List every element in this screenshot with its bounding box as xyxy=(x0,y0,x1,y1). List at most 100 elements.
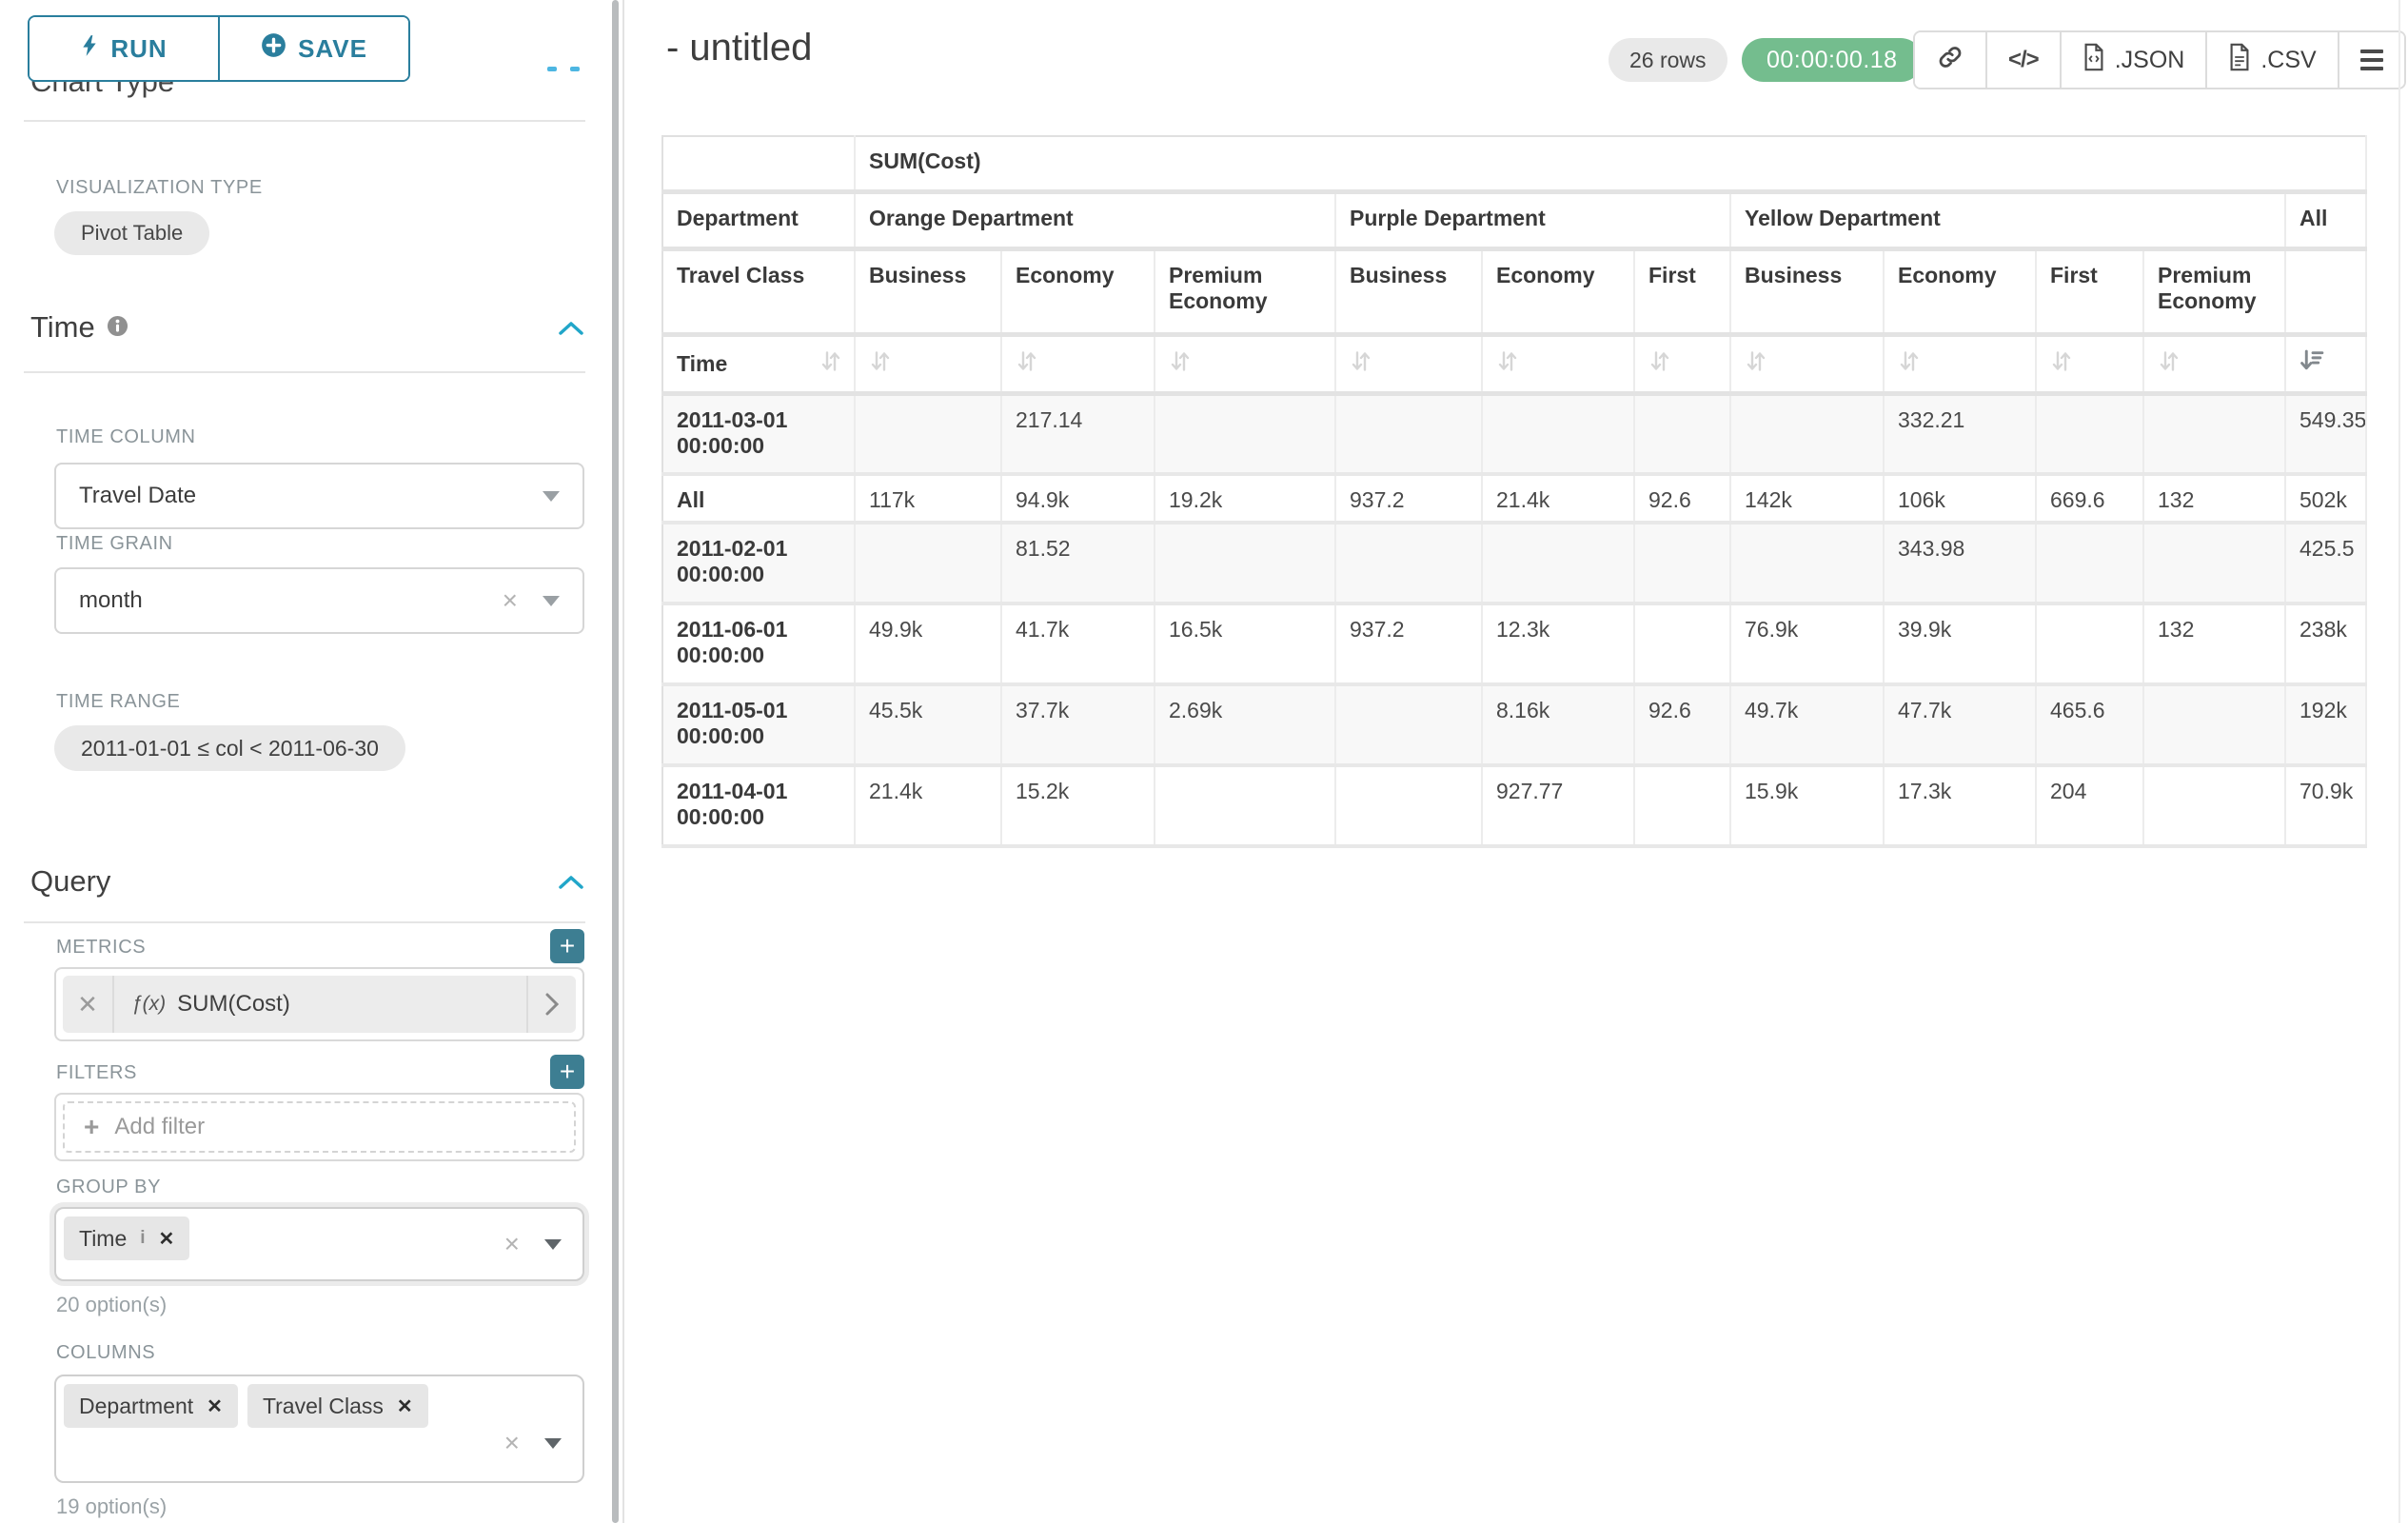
class-header-cell: Business xyxy=(1335,248,1483,337)
value-cell: 238k xyxy=(2285,603,2368,686)
sort-icon[interactable] xyxy=(819,348,842,380)
sort-cell[interactable] xyxy=(1335,334,1483,396)
export-json-button[interactable]: .JSON xyxy=(2059,32,2206,88)
remove-chip-icon[interactable]: ✕ xyxy=(207,1395,223,1417)
chevron-down-icon[interactable] xyxy=(543,595,560,606)
sort-desc-icon[interactable] xyxy=(2299,349,2325,379)
add-filter-plus-button[interactable]: + xyxy=(550,1055,584,1089)
add-metric-button[interactable]: + xyxy=(550,929,584,963)
view-query-button[interactable]: </> xyxy=(1985,32,2060,88)
sort-icon[interactable] xyxy=(2158,350,2181,379)
sort-icon[interactable] xyxy=(1745,350,1767,379)
chevron-down-icon[interactable] xyxy=(544,1437,562,1449)
value-cell xyxy=(1482,523,1635,605)
add-filter-button[interactable]: + Add filter xyxy=(63,1101,576,1153)
row-label-cell: 2011-06-01 00:00:00 xyxy=(662,603,856,686)
menu-button[interactable] xyxy=(2337,32,2404,88)
chevron-right-icon[interactable] xyxy=(526,976,576,1033)
sort-cell[interactable] xyxy=(1730,334,1885,396)
sort-cell[interactable] xyxy=(2036,334,2144,396)
time-grain-select[interactable]: month × xyxy=(54,567,584,634)
sort-cell[interactable] xyxy=(1884,334,2037,396)
sort-cell[interactable] xyxy=(1634,334,1731,396)
value-cell: 94.9k xyxy=(1001,474,1155,524)
chart-title[interactable]: - untitled xyxy=(666,27,813,69)
group-by-chip[interactable]: Time i ✕ xyxy=(64,1216,190,1260)
value-cell xyxy=(1730,393,1885,476)
value-cell xyxy=(1335,684,1483,767)
group-by-select[interactable]: Time i ✕ × xyxy=(54,1207,584,1281)
sort-icon[interactable] xyxy=(2050,350,2073,379)
panel-scrollbar[interactable] xyxy=(612,0,619,1523)
columns-chip[interactable]: Department ✕ xyxy=(64,1384,238,1428)
time-range-pill[interactable]: 2011-01-01 ≤ col < 2011-06-30 xyxy=(54,725,405,771)
value-cell xyxy=(1634,765,1731,848)
remove-metric-icon[interactable]: ✕ xyxy=(63,976,114,1033)
time-column-select[interactable]: Travel Date xyxy=(54,463,584,529)
value-cell: 15.9k xyxy=(1730,765,1885,848)
remove-chip-icon[interactable]: ✕ xyxy=(396,1395,413,1417)
sort-icon[interactable] xyxy=(1648,350,1671,379)
table-row: 2011-06-01 00:00:00 49.9k 41.7k 16.5k 937.2 1… xyxy=(662,603,2368,686)
value-cell: 549.35 xyxy=(2285,393,2368,476)
file-json-icon xyxy=(2082,43,2105,78)
clear-icon[interactable]: × xyxy=(502,585,518,615)
clear-icon[interactable]: × xyxy=(503,1229,520,1258)
value-cell: 465.6 xyxy=(2036,684,2144,767)
columns-select[interactable]: Department ✕ Travel Class ✕ × xyxy=(54,1375,584,1483)
main-scrollbar[interactable] xyxy=(2398,0,2400,1523)
sort-icon[interactable] xyxy=(1169,350,1192,379)
chevron-down-icon[interactable] xyxy=(543,490,560,502)
remove-chip-icon[interactable]: ✕ xyxy=(158,1228,175,1250)
sort-cell[interactable] xyxy=(2143,334,2286,396)
query-section-header[interactable]: Query xyxy=(30,864,110,899)
sort-icon[interactable] xyxy=(1350,350,1372,379)
sort-cell-active-desc[interactable] xyxy=(2285,334,2368,396)
sort-icon[interactable] xyxy=(869,350,892,379)
chevron-up-icon[interactable] xyxy=(558,874,584,895)
value-cell: 8.16k xyxy=(1482,684,1635,767)
chevron-up-icon[interactable] xyxy=(558,320,584,341)
chip-label: Travel Class xyxy=(262,1393,384,1418)
class-header-cell: Premium Economy xyxy=(1155,248,1336,337)
time-grain-label: TIME GRAIN xyxy=(56,533,173,554)
share-link-button[interactable] xyxy=(1915,32,1985,88)
lightning-bolt-icon xyxy=(80,32,99,66)
export-csv-button[interactable]: .CSV xyxy=(2205,32,2338,88)
sort-icon[interactable] xyxy=(1898,350,1921,379)
class-header-cell: First xyxy=(2036,248,2144,337)
value-cell: 49.9k xyxy=(855,603,1002,686)
value-cell: 927.77 xyxy=(1482,765,1635,848)
time-sort-cell[interactable]: Time xyxy=(662,334,856,396)
value-cell: 106k xyxy=(1884,474,2037,524)
save-button[interactable]: SAVE xyxy=(220,17,408,80)
time-range-label: TIME RANGE xyxy=(56,691,181,712)
metric-pill[interactable]: ✕ ƒ(x) SUM(Cost) xyxy=(63,976,576,1033)
columns-chip[interactable]: Travel Class ✕ xyxy=(247,1384,428,1428)
value-cell xyxy=(2036,393,2144,476)
sort-cell[interactable] xyxy=(1001,334,1155,396)
run-button[interactable]: RUN xyxy=(30,17,220,80)
chevron-down-icon[interactable] xyxy=(544,1238,562,1250)
time-row-label: Time xyxy=(677,350,728,376)
value-cell: 21.4k xyxy=(1482,474,1635,524)
metric-name: SUM(Cost) xyxy=(177,991,290,1017)
value-cell: 19.2k xyxy=(1155,474,1336,524)
row-label-cell: All xyxy=(662,474,856,524)
group-header-cell: Orange Department xyxy=(855,191,1336,251)
clear-icon[interactable]: × xyxy=(503,1428,520,1457)
sort-cell[interactable] xyxy=(1482,334,1635,396)
sort-cell[interactable] xyxy=(855,334,1002,396)
sort-icon[interactable] xyxy=(1016,350,1038,379)
chip-label: Department xyxy=(79,1393,194,1418)
hamburger-menu-icon xyxy=(2359,49,2383,70)
row-label-cell: 2011-04-01 00:00:00 xyxy=(662,765,856,848)
sort-cell[interactable] xyxy=(1155,334,1336,396)
query-timer-badge: 00:00:00.18 xyxy=(1742,38,1923,82)
value-cell: 45.5k xyxy=(855,684,1002,767)
viz-type-pill[interactable]: Pivot Table xyxy=(54,211,210,255)
sort-icon[interactable] xyxy=(1496,350,1519,379)
time-section-header[interactable]: Time xyxy=(30,310,128,345)
row-label-cell: 2011-05-01 00:00:00 xyxy=(662,684,856,767)
value-cell xyxy=(1634,603,1731,686)
